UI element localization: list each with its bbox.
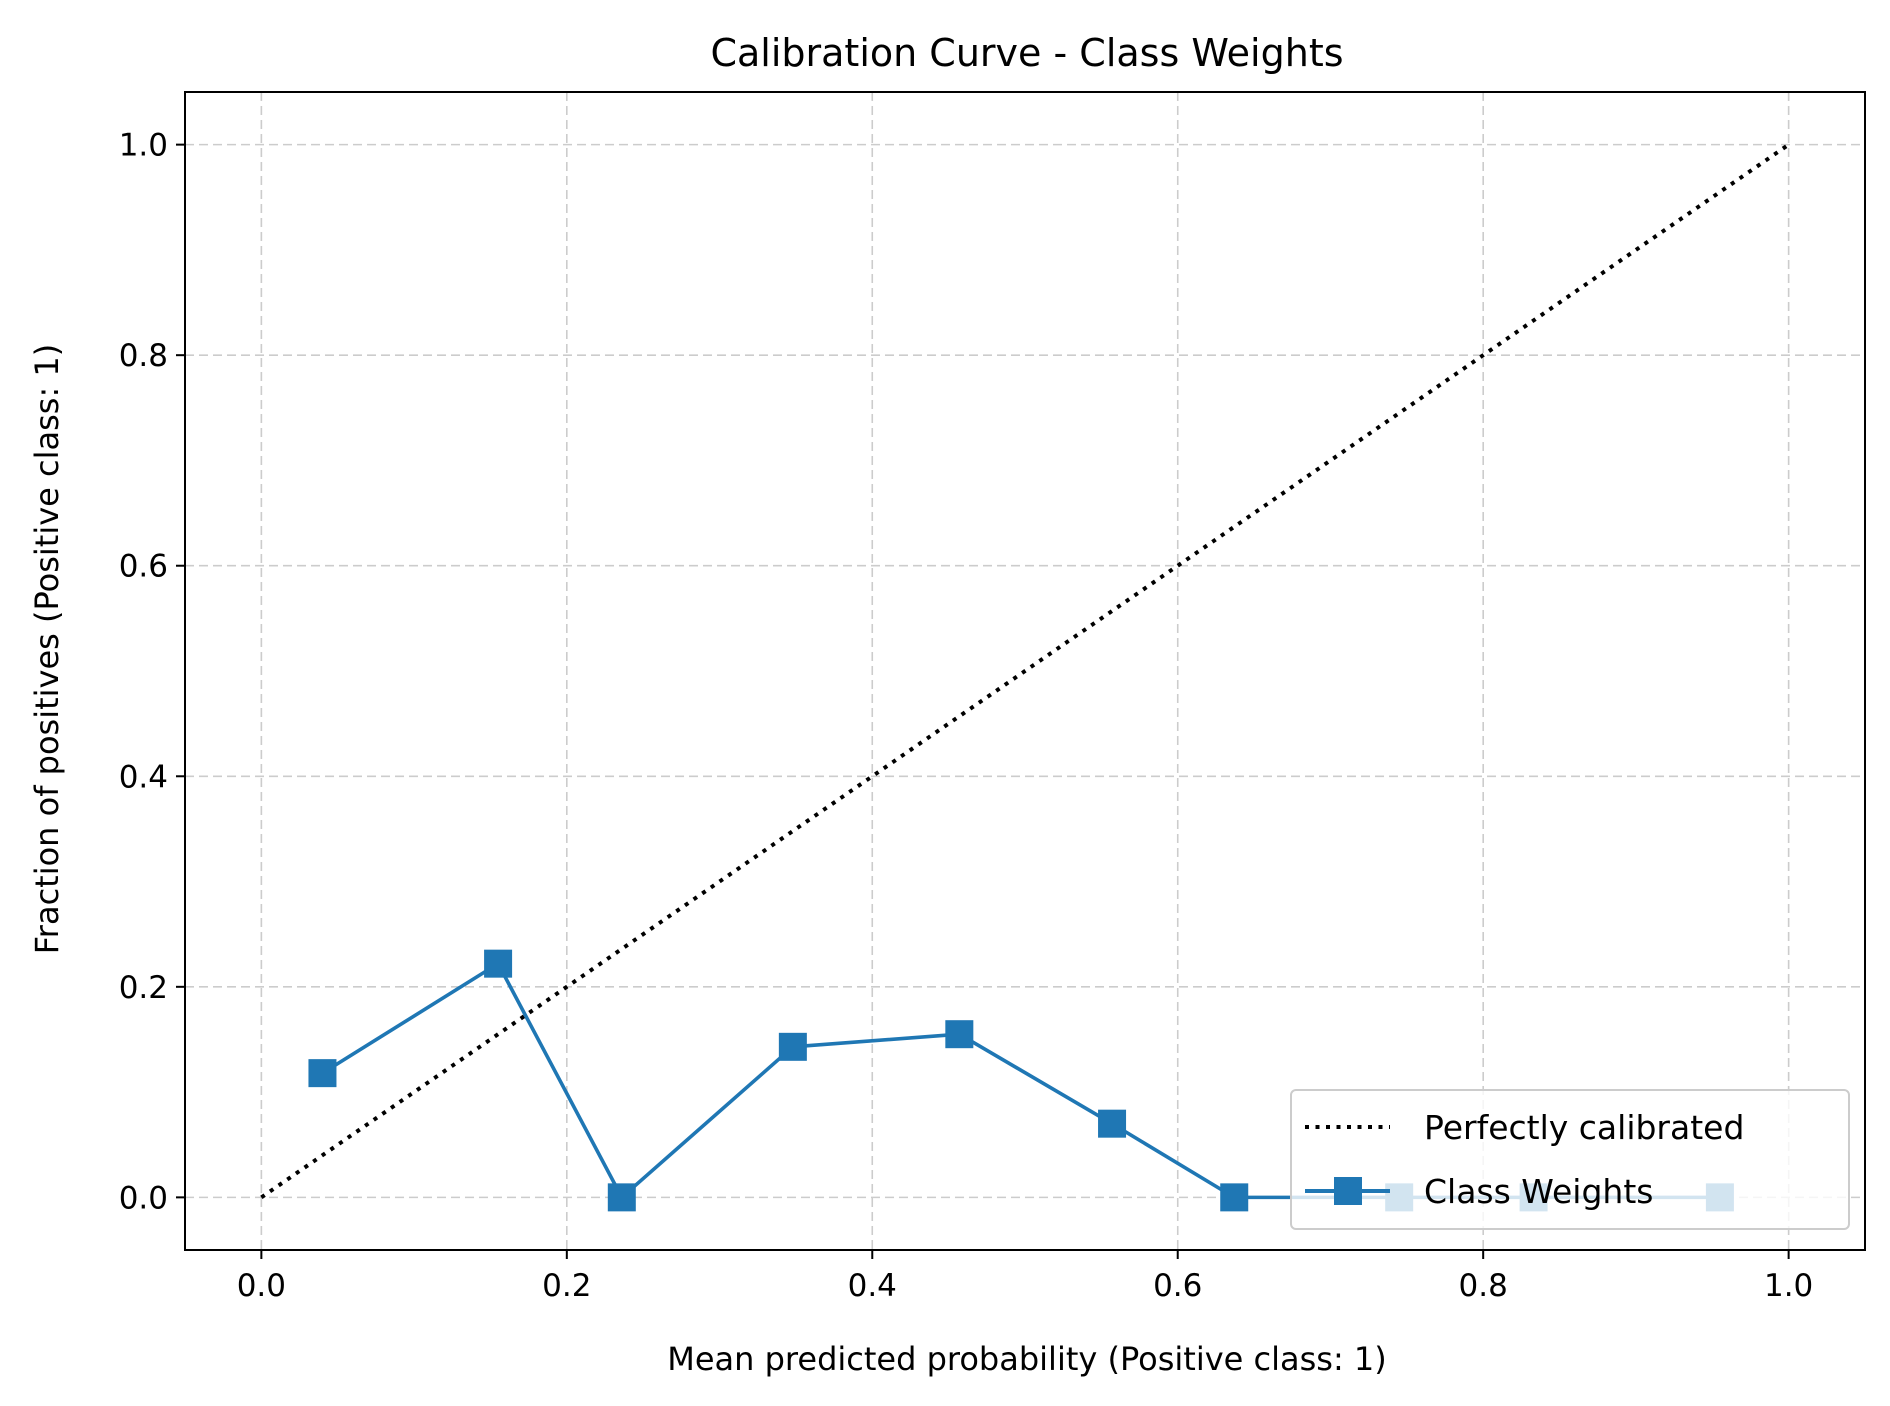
x-tick-label: 0.6 — [1153, 1268, 1202, 1304]
y-tick-label: 0.2 — [119, 970, 168, 1006]
y-tick-label: 0.8 — [119, 338, 168, 374]
legend-label-class-weights: Class Weights — [1424, 1172, 1653, 1211]
class-weights-point — [484, 949, 513, 978]
class-weights-point — [1220, 1183, 1249, 1212]
legend-label-perfectly-calibrated: Perfectly calibrated — [1424, 1108, 1744, 1147]
class-weights-point — [1098, 1109, 1127, 1138]
x-tick-label: 0.4 — [848, 1268, 897, 1304]
class-weights-point — [778, 1032, 807, 1061]
y-tick-label: 1.0 — [119, 128, 168, 164]
legend-box — [1290, 1089, 1850, 1230]
class-weights-point — [308, 1059, 337, 1088]
perfectly-calibrated-line — [260, 142, 1790, 1200]
y-tick-label: 0.4 — [119, 759, 168, 795]
grid-lines — [185, 92, 1865, 1250]
x-tick-label: 0.8 — [1459, 1268, 1508, 1304]
chart-title: Calibration Curve - Class Weights — [710, 31, 1343, 75]
y-tick-label: 0.6 — [119, 549, 168, 585]
class-weights-point — [945, 1020, 974, 1049]
x-tick-label: 1.0 — [1764, 1268, 1813, 1304]
x-axis-label: Mean predicted probability (Positive cla… — [667, 1340, 1386, 1378]
plot-frame — [184, 91, 1866, 1251]
class-weights-point — [607, 1183, 636, 1212]
x-tick-label: 0.0 — [237, 1268, 286, 1304]
x-tick-label: 0.2 — [542, 1268, 591, 1304]
legend-class-weights-marker-icon — [1334, 1177, 1362, 1205]
y-tick-label: 0.0 — [119, 1180, 168, 1216]
legend: Perfectly calibrated Class Weights — [1290, 1089, 1850, 1230]
axis-ticks: 0.0 0.2 0.4 0.6 0.8 1.0 0.0 0.2 0.4 0.6 0.8 1.0 — [119, 128, 1814, 1304]
y-axis-label: Fraction of positives (Positive class: 1… — [28, 344, 66, 955]
